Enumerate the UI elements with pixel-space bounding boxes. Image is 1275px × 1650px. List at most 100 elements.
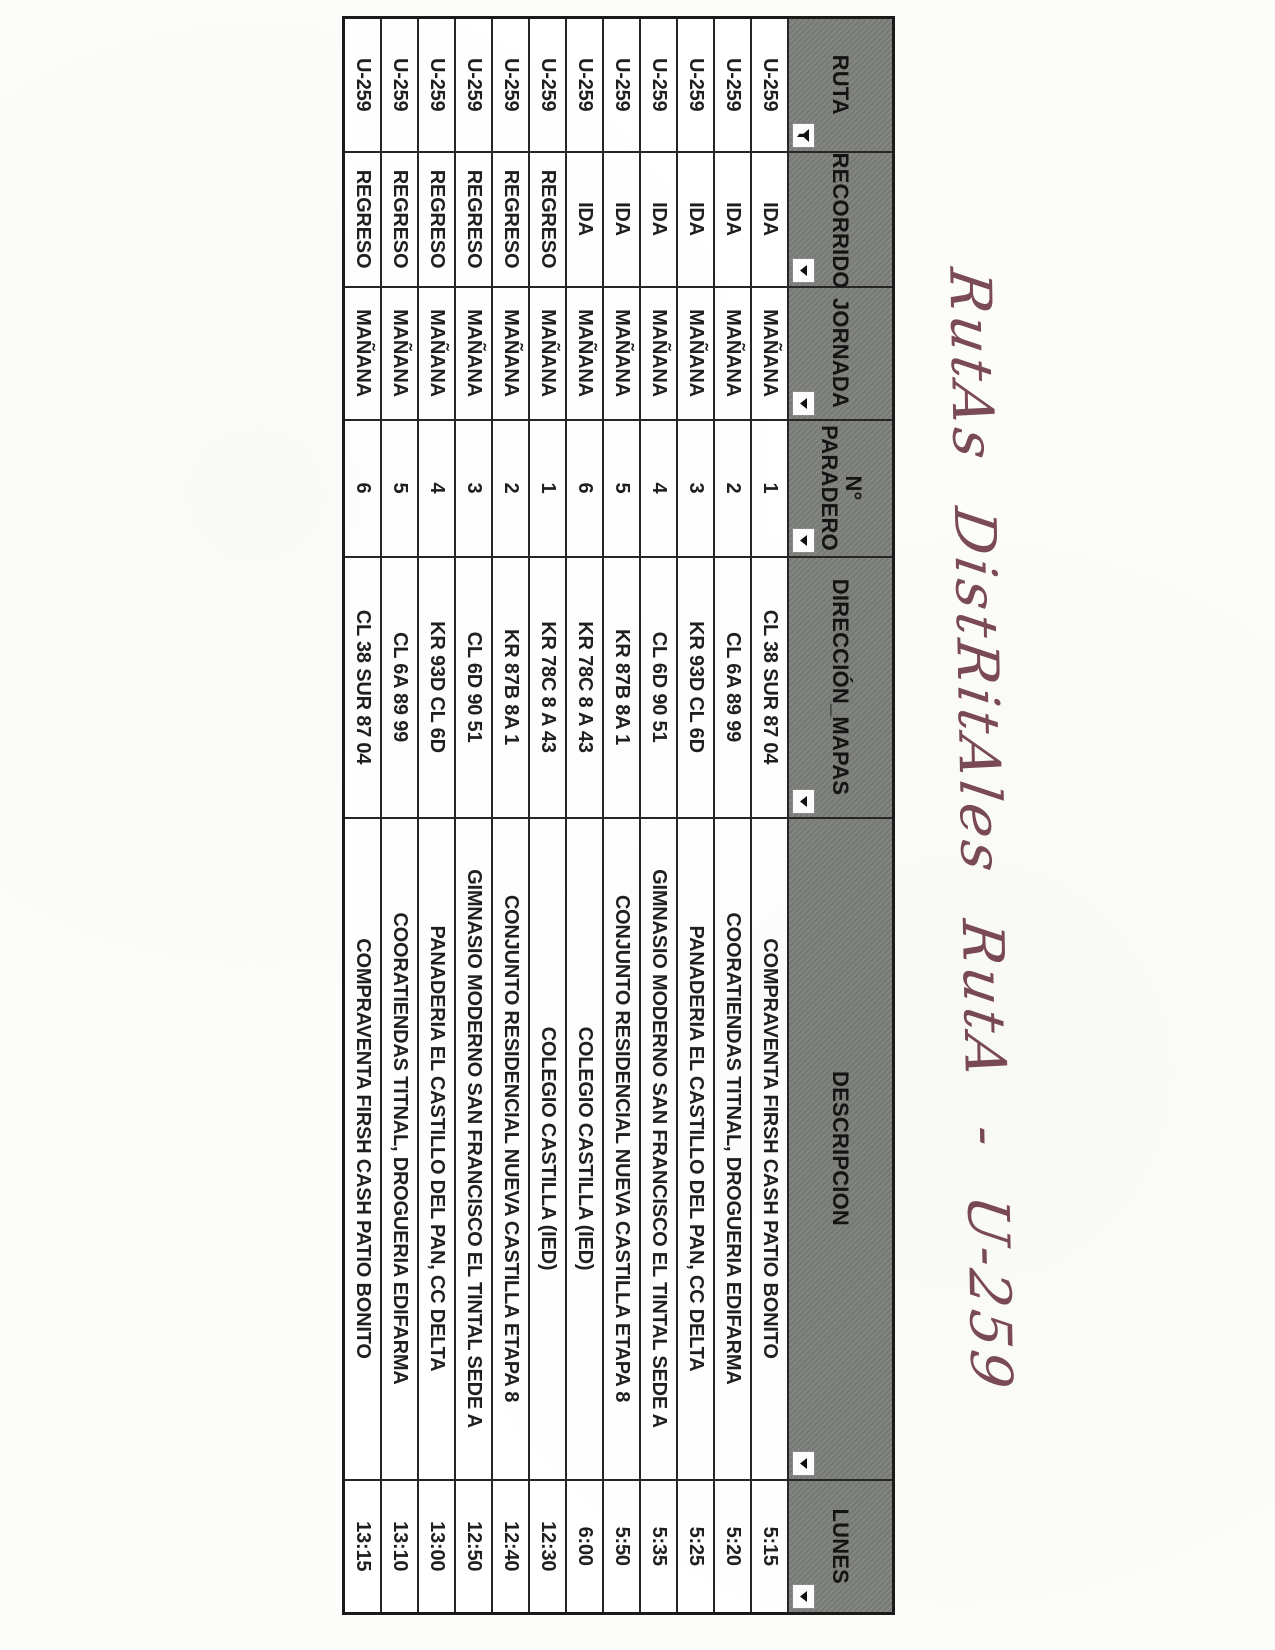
cell-lunes: 6:00 [566,1479,603,1614]
cell-jornada: MAÑANA [640,286,677,420]
cell-paradero: 5 [603,419,640,557]
cell-lunes: 13:15 [343,1479,381,1614]
cell-paradero: 1 [529,419,566,557]
filter-button-paradero [792,527,815,553]
cell-jornada: MAÑANA [381,286,418,420]
table-body: U-259 IDA MAÑANA 1 CL 38 SUR 87 04 COMPRAVENT… [343,17,788,1614]
table-row: U-259 IDA MAÑANA 3 KR 93D CL 6D PANADERIA EL … [677,17,714,1614]
cell-ruta: U-259 [418,17,455,152]
cell-lunes: 5:50 [603,1479,640,1614]
cell-lunes: 5:20 [714,1479,751,1614]
cell-direccion: KR 93D CL 6D [677,556,714,818]
cell-descripcion: PANADERIA EL CASTILLO DEL PAN, CC DELTA [418,817,455,1480]
cell-lunes: 5:35 [640,1479,677,1614]
cell-paradero: 2 [714,419,751,557]
cell-jornada: MAÑANA [492,286,529,420]
cell-lunes: 5:25 [677,1479,714,1614]
cell-descripcion: COORATIENDAS TITNAL, DROGUERIA EDIFARMA [381,817,418,1480]
cell-recorrido: REGRESO [418,151,455,287]
cell-direccion: CL 6D 90 51 [640,556,677,818]
chevron-down-icon [800,1457,807,1469]
cell-jornada: MAÑANA [677,286,714,420]
cell-ruta: U-259 [640,17,677,152]
col-header-label: DESCRIPCION [828,1071,854,1226]
col-header-label: N° PARADERO [816,425,867,551]
cell-jornada: MAÑANA [343,286,381,420]
cell-ruta: U-259 [566,17,603,152]
cell-descripcion: CONJUNTO RESIDENCIAL NUEVA CASTILLA ETAP… [492,817,529,1480]
cell-jornada: MAÑANA [603,286,640,420]
filter-button-lunes [792,1584,815,1609]
rotated-scan-content: RutAs DistRitAles RutA - U-259 RUTA RECO… [342,16,1024,1616]
table-row: U-259 IDA MAÑANA 2 CL 6A 89 99 COORATIENDAS T… [714,17,751,1614]
col-header-label: DIRECCIÓN_MAPAS [828,578,854,796]
cell-recorrido: IDA [603,151,640,287]
filter-button-ruta [792,122,815,148]
cell-jornada: MAÑANA [566,286,603,420]
cell-direccion: KR 93D CL 6D [418,556,455,818]
cell-ruta: U-259 [751,17,788,152]
cell-direccion: CL 38 SUR 87 04 [751,556,788,818]
cell-descripcion: GIMNASIO MODERNO SAN FRANCISCO EL TINTAL… [455,817,492,1480]
cell-recorrido: IDA [677,151,714,287]
handwritten-title: RutAs DistRitAles RutA - U-259 [936,264,1024,1396]
cell-lunes: 5:15 [751,1479,788,1614]
cell-ruta: U-259 [492,17,529,152]
col-header-lunes: LUNES [788,1479,894,1614]
cell-descripcion: COORATIENDAS TITNAL, DROGUERIA EDIFARMA [714,817,751,1480]
route-schedule-table: RUTA RECORRIDO JORNADA [342,16,895,1615]
cell-ruta: U-259 [677,17,714,152]
cell-descripcion: COMPRAVENTA FIRSH CASH PATIO BONITO [751,817,788,1480]
cell-paradero: 3 [455,419,492,557]
cell-descripcion: COLEGIO CASTILLA (IED) [529,817,566,1480]
col-header-label: LUNES [828,1508,854,1585]
cell-recorrido: REGRESO [455,151,492,287]
filter-button-recorrido [792,257,815,283]
chevron-down-icon [800,534,807,546]
table-row: U-259 IDA MAÑANA 5 KR 87B 8A 1 CONJUNTO RESID… [603,17,640,1614]
cell-paradero: 6 [343,419,381,557]
filter-button-direccion [792,788,815,814]
cell-paradero: 5 [381,419,418,557]
cell-descripcion: COMPRAVENTA FIRSH CASH PATIO BONITO [343,817,381,1480]
table-row: U-259 REGRESO MAÑANA 1 KR 78C 8 A 43 COLEGIO … [529,17,566,1614]
cell-paradero: 4 [640,419,677,557]
cell-lunes: 12:30 [529,1479,566,1614]
cell-jornada: MAÑANA [714,286,751,420]
cell-direccion: KR 78C 8 A 43 [529,556,566,818]
cell-ruta: U-259 [343,17,381,152]
cell-direccion: KR 78C 8 A 43 [566,556,603,818]
cell-recorrido: REGRESO [529,151,566,287]
cell-jornada: MAÑANA [751,286,788,420]
cell-recorrido: REGRESO [343,151,381,287]
cell-recorrido: IDA [751,151,788,287]
cell-descripcion: PANADERIA EL CASTILLO DEL PAN, CC DELTA [677,817,714,1480]
table-row: U-259 IDA MAÑANA 6 KR 78C 8 A 43 COLEGIO CAST… [566,17,603,1614]
cell-descripcion: COLEGIO CASTILLA (IED) [566,817,603,1480]
table-row: U-259 REGRESO MAÑANA 6 CL 38 SUR 87 04 COMPRA… [343,17,381,1614]
col-header-ruta: RUTA [788,17,894,152]
cell-jornada: MAÑANA [418,286,455,420]
cell-jornada: MAÑANA [529,286,566,420]
cell-recorrido: REGRESO [492,151,529,287]
cell-ruta: U-259 [455,17,492,152]
cell-lunes: 12:40 [492,1479,529,1614]
col-header-jornada: JORNADA [788,286,894,420]
col-header-paradero: N° PARADERO [788,419,894,557]
cell-paradero: 4 [418,419,455,557]
cell-paradero: 6 [566,419,603,557]
cell-direccion: CL 38 SUR 87 04 [343,556,381,818]
col-header-recorrido: RECORRIDO [788,151,894,289]
cell-descripcion: GIMNASIO MODERNO SAN FRANCISCO EL TINTAL… [640,817,677,1480]
filter-button-jornada [792,390,815,416]
cell-recorrido: REGRESO [381,151,418,287]
cell-ruta: U-259 [529,17,566,152]
cell-jornada: MAÑANA [455,286,492,420]
table-row: U-259 REGRESO MAÑANA 4 KR 93D CL 6D PANADERIA… [418,17,455,1614]
col-header-direccion-mapas: DIRECCIÓN_MAPAS [788,556,894,818]
cell-recorrido: IDA [640,151,677,287]
cell-direccion: CL 6A 89 99 [381,556,418,818]
table-row: U-259 REGRESO MAÑANA 2 KR 87B 8A 1 CONJUNTO R… [492,17,529,1614]
cell-ruta: U-259 [603,17,640,152]
cell-direccion: CL 6A 89 99 [714,556,751,818]
